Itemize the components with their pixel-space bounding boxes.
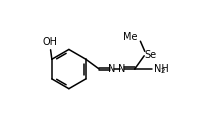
Text: N: N: [118, 64, 126, 74]
Text: OH: OH: [43, 37, 58, 47]
Text: NH: NH: [154, 64, 169, 74]
Text: Se: Se: [145, 50, 157, 60]
Text: N: N: [108, 64, 116, 74]
Text: 2: 2: [160, 68, 165, 74]
Text: Me: Me: [123, 32, 138, 42]
